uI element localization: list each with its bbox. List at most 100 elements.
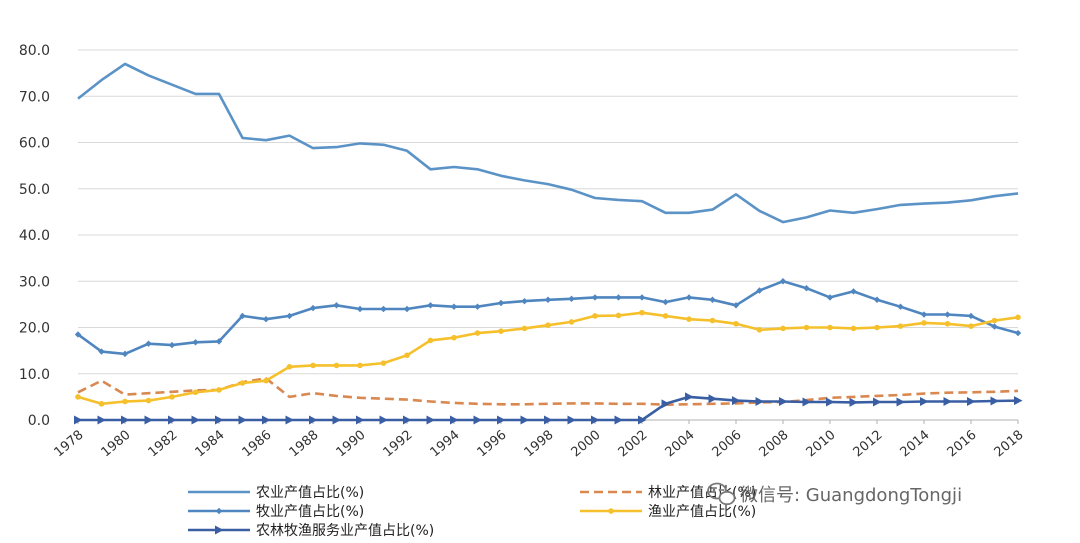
y-tick-label: 0.0 xyxy=(28,413,50,429)
data-point xyxy=(897,303,904,310)
series-1 xyxy=(77,62,1019,224)
data-point xyxy=(873,397,882,407)
data-point xyxy=(380,360,387,366)
data-point xyxy=(873,296,881,303)
data-point xyxy=(497,415,506,425)
data-point xyxy=(685,392,694,402)
data-point xyxy=(568,295,575,303)
data-point xyxy=(262,415,271,425)
data-point xyxy=(498,328,504,335)
data-point xyxy=(474,330,481,336)
data-point xyxy=(991,317,998,324)
series-3 xyxy=(74,278,1022,358)
data-point xyxy=(192,339,199,346)
data-point xyxy=(849,397,858,407)
y-tick-label: 20.0 xyxy=(19,321,50,337)
data-point xyxy=(709,296,716,303)
data-point xyxy=(755,397,764,406)
x-tick-label: 1990 xyxy=(334,428,369,461)
data-point xyxy=(121,415,130,425)
chart-plot-area xyxy=(74,62,1023,425)
data-point xyxy=(238,415,247,425)
data-point xyxy=(943,397,952,406)
data-point xyxy=(427,302,434,309)
data-point xyxy=(333,302,340,309)
data-point xyxy=(568,319,575,325)
data-point xyxy=(780,325,786,332)
x-tick-label: 2006 xyxy=(710,428,745,461)
data-point xyxy=(309,304,317,312)
data-point xyxy=(239,380,246,386)
data-point xyxy=(921,320,927,326)
data-point xyxy=(426,415,435,425)
data-point xyxy=(990,396,999,406)
data-point xyxy=(756,327,763,333)
data-point xyxy=(592,313,598,319)
data-point xyxy=(944,311,951,318)
data-point xyxy=(356,415,365,425)
data-point xyxy=(98,401,105,407)
data-point xyxy=(192,389,199,396)
data-point xyxy=(638,294,646,301)
data-point xyxy=(850,288,857,295)
data-point xyxy=(497,299,505,307)
data-point xyxy=(944,321,951,327)
data-point xyxy=(662,298,669,306)
data-point xyxy=(356,305,364,313)
y-tick-label: 60.0 xyxy=(19,136,50,152)
legend-item: 农业产值占比(%) xyxy=(188,485,364,501)
x-tick-label: 1982 xyxy=(146,428,181,461)
data-point xyxy=(310,362,316,369)
data-point xyxy=(98,348,105,355)
data-point xyxy=(896,397,905,407)
legend-item: 牧业产值占比(%) xyxy=(188,504,364,520)
data-point xyxy=(544,415,553,425)
data-point xyxy=(75,394,81,400)
watermark-text: 微信号: GuangdongTongji xyxy=(740,485,962,506)
data-point xyxy=(450,303,458,310)
data-point xyxy=(309,415,318,425)
x-tick-label: 2002 xyxy=(616,428,651,461)
data-point xyxy=(732,302,740,309)
data-point xyxy=(520,415,529,425)
data-point xyxy=(473,415,482,425)
x-tick-label: 2000 xyxy=(569,428,604,461)
data-point xyxy=(122,398,128,405)
data-point xyxy=(685,294,693,301)
data-point xyxy=(803,284,810,292)
data-point xyxy=(708,394,717,404)
data-point xyxy=(779,397,788,406)
data-point xyxy=(591,415,600,425)
series-2 xyxy=(77,377,1019,407)
legend-item: 渔业产值占比(%) xyxy=(580,504,756,520)
data-point xyxy=(521,325,528,332)
data-point xyxy=(97,415,106,425)
data-point xyxy=(332,415,341,425)
data-point xyxy=(662,313,669,319)
data-point xyxy=(591,294,599,301)
data-point xyxy=(144,415,153,425)
x-tick-label: 2008 xyxy=(757,428,792,461)
data-point xyxy=(544,296,552,303)
x-tick-label: 1980 xyxy=(99,428,134,461)
legend-marker xyxy=(608,508,614,514)
data-point xyxy=(968,323,974,329)
data-point xyxy=(450,415,459,425)
x-tick-label: 2018 xyxy=(992,428,1027,461)
data-point xyxy=(168,341,176,349)
data-point xyxy=(74,331,82,338)
data-point xyxy=(967,397,976,406)
data-point xyxy=(262,315,270,323)
data-point xyxy=(733,321,739,327)
data-point xyxy=(874,324,880,331)
data-point xyxy=(967,312,975,320)
data-point xyxy=(403,305,411,313)
y-tick-label: 30.0 xyxy=(19,274,50,290)
data-point xyxy=(286,364,293,370)
legend-label: 农林牧渔服务业产值占比(%) xyxy=(256,523,434,539)
data-point xyxy=(215,338,223,345)
data-point xyxy=(263,377,269,384)
data-point xyxy=(709,317,716,324)
wechat-icon xyxy=(707,482,736,506)
